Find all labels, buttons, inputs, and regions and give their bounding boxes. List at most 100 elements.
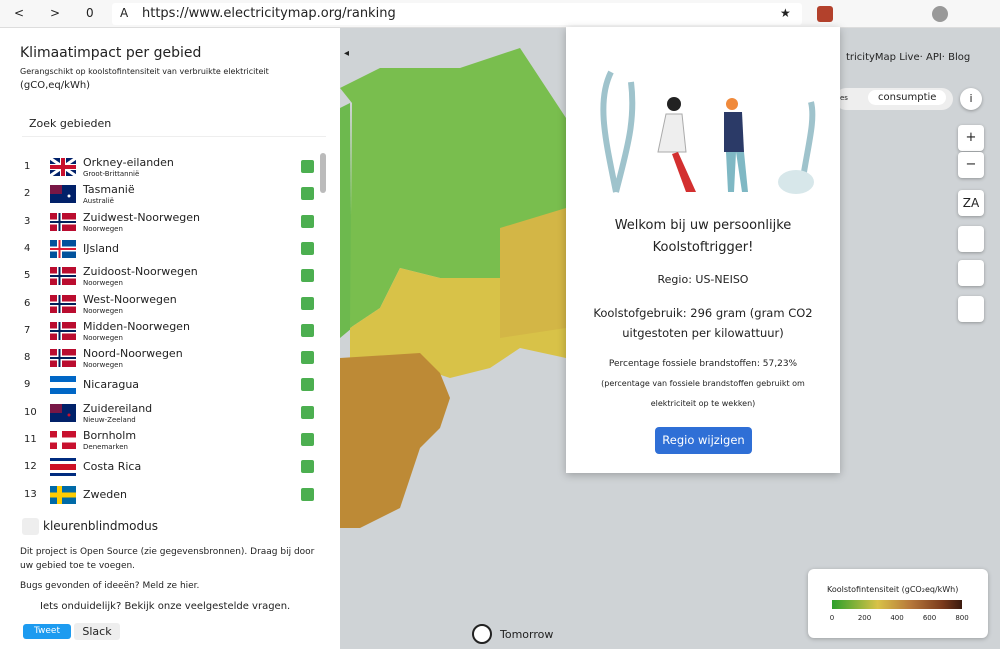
header-links[interactable]: tricityMap Live· API· Blog <box>846 52 971 63</box>
ranking-row[interactable]: 1 Orkney-eilanden Groot-Brittannië <box>0 156 340 182</box>
timeline-icon[interactable] <box>472 624 492 644</box>
country-name: Groot-Brittannië <box>83 170 140 178</box>
colorblind-label[interactable]: kleurenblindmodus <box>43 519 158 533</box>
colorblind-checkbox[interactable] <box>22 518 39 535</box>
slack-button[interactable]: Slack <box>74 623 120 640</box>
ranking-row[interactable]: 9 Nicaragua <box>0 374 340 400</box>
flag <box>50 294 76 313</box>
back-button[interactable]: < <box>14 6 25 20</box>
ranking-row[interactable]: 2 Tasmanië Australië <box>0 183 340 209</box>
toggle-consumption[interactable]: consumptie <box>868 90 947 105</box>
zoom-in[interactable]: + <box>958 125 984 151</box>
intensity-swatch <box>301 269 314 283</box>
ranking-row[interactable]: 4 IJsland <box>0 238 340 264</box>
sidebar-title: Klimaatimpact per gebied <box>20 45 202 61</box>
rank: 1 <box>24 161 31 172</box>
legend-tick-label: 200 <box>857 614 872 622</box>
open-source-text: Dit project is Open Source (zie gegevens… <box>20 547 315 571</box>
reader-icon[interactable]: A <box>120 6 129 20</box>
flag <box>49 156 77 178</box>
ranking-row[interactable]: 5 Zuidoost-Noorwegen Noorwegen <box>0 265 340 291</box>
sidebar-subtitle: Gerangschikt op koolstofintensiteit van … <box>20 67 269 76</box>
flag <box>50 212 76 231</box>
intensity-swatch <box>301 187 314 201</box>
ranking-row[interactable]: 12 Costa Rica <box>0 456 340 482</box>
rank: 10 <box>24 406 37 418</box>
zone-name: Orkney-eilanden <box>83 156 174 169</box>
ranking-row[interactable]: 13 Zweden <box>0 484 340 510</box>
mode-toggle[interactable]: ies consumptie <box>835 88 953 110</box>
url[interactable]: https://www.electricitymap.org/ranking <box>142 6 396 21</box>
zone-name: West-Noorwegen <box>83 292 177 306</box>
bugs-text: Bugs gevonden of ideeën? Meld ze hier. <box>20 581 200 591</box>
country-name: Noorwegen <box>83 279 123 288</box>
flag <box>50 403 76 422</box>
country-name: Noorwegen <box>83 224 123 233</box>
intensity-swatch <box>301 160 314 173</box>
forward-button[interactable]: > <box>50 6 61 20</box>
rank: 12 <box>24 461 37 473</box>
rank: 4 <box>24 242 31 254</box>
intensity-swatch <box>301 351 314 365</box>
modal-fossil: Percentage fossiele brandstoffen: 57,23% <box>608 359 798 369</box>
search-box[interactable]: Zoek gebieden <box>22 109 326 137</box>
rank: 8 <box>24 352 31 364</box>
browser-bar: < > 0 A https://www.electricitymap.org/r… <box>0 0 1000 28</box>
wind-button[interactable] <box>958 226 984 252</box>
timeline-label[interactable]: Tomorrow <box>500 628 554 641</box>
rank: 13 <box>24 488 37 500</box>
modal-region: Regio: US-NEISO <box>657 273 749 286</box>
legend-tick-label: 400 <box>890 614 904 622</box>
ranking-row[interactable]: 6 West-Noorwegen Noorwegen <box>0 293 340 319</box>
intensity-swatch <box>301 323 314 337</box>
tweet-button[interactable]: Tweet <box>23 624 71 639</box>
intensity-swatch <box>301 460 314 474</box>
zone-name: Midden-Noorwegen <box>83 319 190 333</box>
ranking-row[interactable]: 10 Zuidereiland Nieuw-Zeeland <box>0 402 340 428</box>
rank: 3 <box>24 215 31 227</box>
zone-name: Zuidereiland <box>83 401 153 415</box>
zone-name: Noord-Noorwegen <box>83 347 183 361</box>
legend-title: Koolstofintensiteit (gCO₂eq/kWh) <box>827 585 959 594</box>
search-placeholder: Zoek gebieden <box>29 117 112 130</box>
intensity-swatch <box>301 405 314 419</box>
legend-tick-label: 800 <box>955 614 969 622</box>
collapse-button[interactable]: ◂ <box>344 48 350 59</box>
intensity-swatch <box>301 487 314 501</box>
flag <box>50 431 76 449</box>
ranking-row[interactable]: 11 Bornholm Denemarken <box>0 429 340 455</box>
language-button[interactable]: ZA <box>958 190 984 216</box>
modal: Welkom bij uw persoonlijke Koolstoftrigg… <box>566 27 840 473</box>
zone-name: IJsland <box>83 241 119 255</box>
sidebar: Klimaatimpact per gebied Gerangschikt op… <box>0 28 349 649</box>
ranking-row[interactable]: 3 Zuidwest-Noorwegen Noorwegen <box>0 211 340 237</box>
zoom-out[interactable]: − <box>958 152 984 178</box>
profile-icon[interactable] <box>932 6 948 22</box>
intensity-swatch <box>301 378 314 392</box>
ranking-row[interactable]: 8 Noord-Noorwegen Noorwegen <box>0 347 340 373</box>
ranking-row[interactable]: 7 Midden-Noorwegen Noorwegen <box>0 320 340 346</box>
star-button[interactable]: ★ <box>780 6 791 20</box>
faq-text: Iets onduidelijk? Bekijk onze veelgestel… <box>40 601 291 612</box>
flag <box>50 458 76 477</box>
legend-axis: 0 200 400 600 800 <box>830 612 969 626</box>
legend-tick-label: 0 <box>829 614 835 622</box>
intensity-swatch <box>301 241 314 255</box>
scrollbar <box>320 153 326 193</box>
zone-name: Zweden <box>83 487 128 501</box>
flag <box>50 185 76 204</box>
country-name: Nieuw-Zeeland <box>83 415 136 424</box>
toggle-production[interactable]: ies <box>838 94 848 102</box>
rank: 6 <box>24 297 31 309</box>
dark-mode-button[interactable] <box>958 296 984 322</box>
solar-button[interactable] <box>958 260 984 286</box>
address-bar[interactable]: A https://www.electricitymap.org/ranking… <box>112 3 802 25</box>
flag <box>50 321 76 340</box>
ranking-list: 1 Orkney-eilanden Groot-Brittannië 2 Tasmani… <box>0 148 340 508</box>
extension-icon[interactable] <box>817 6 833 22</box>
region-neiso <box>500 208 566 338</box>
tabs-button[interactable]: 0 <box>86 6 94 20</box>
change-region-button[interactable]: Regio wijzigen <box>655 427 752 454</box>
info-button[interactable]: i <box>960 88 982 110</box>
flag <box>50 485 76 504</box>
